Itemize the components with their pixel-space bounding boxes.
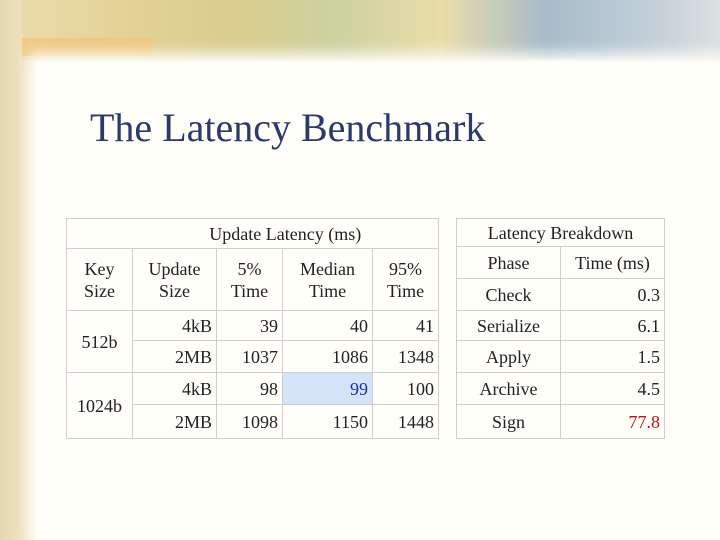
phase: Check xyxy=(456,278,561,311)
cell: 40 xyxy=(282,310,373,341)
time: 4.5 xyxy=(559,372,666,405)
latency-breakdown-table: Latency Breakdown Phase Time (ms) Check 0… xyxy=(455,218,666,439)
cell: 1150 xyxy=(282,404,373,439)
column-header: 5% Time xyxy=(216,248,283,311)
time: 0.3 xyxy=(559,278,666,311)
cell: 39 xyxy=(216,310,283,341)
key-size: 512b xyxy=(66,310,133,373)
column-header: Phase xyxy=(456,246,561,279)
phase: Apply xyxy=(456,340,561,373)
cell: 98 xyxy=(216,372,283,405)
update-size: 2MB xyxy=(132,404,217,439)
update-latency-table: Update Latency (ms) Key Size Update Size… xyxy=(66,218,439,439)
update-size: 2MB xyxy=(132,340,217,373)
column-header: Update Size xyxy=(132,248,217,311)
phase: Serialize xyxy=(456,310,561,341)
cell-highlighted: 99 xyxy=(282,372,373,405)
time: 1.5 xyxy=(559,340,666,373)
cell: 1098 xyxy=(216,404,283,439)
cell: 1348 xyxy=(372,340,439,373)
time: 6.1 xyxy=(559,310,666,341)
time-highlighted: 77.8 xyxy=(559,404,666,439)
slide-title: The Latency Benchmark xyxy=(90,105,486,150)
banner-accent xyxy=(22,38,152,56)
background-strip xyxy=(0,0,36,540)
cell: 100 xyxy=(372,372,439,405)
column-header: 95% Time xyxy=(372,248,439,311)
cell: 1037 xyxy=(216,340,283,373)
cell: 1448 xyxy=(372,404,439,439)
phase: Archive xyxy=(456,372,561,405)
update-size: 4kB xyxy=(132,372,217,405)
cell: 1086 xyxy=(282,340,373,373)
update-size: 4kB xyxy=(132,310,217,341)
column-header: Time (ms) xyxy=(559,246,666,279)
key-size: 1024b xyxy=(66,372,133,439)
column-header: Median Time xyxy=(282,248,373,311)
table-caption: Latency Breakdown xyxy=(455,218,666,247)
phase: Sign xyxy=(456,404,561,439)
column-header: Key Size xyxy=(66,248,133,311)
table-caption: Update Latency (ms) xyxy=(132,218,439,249)
cell: 41 xyxy=(372,310,439,341)
